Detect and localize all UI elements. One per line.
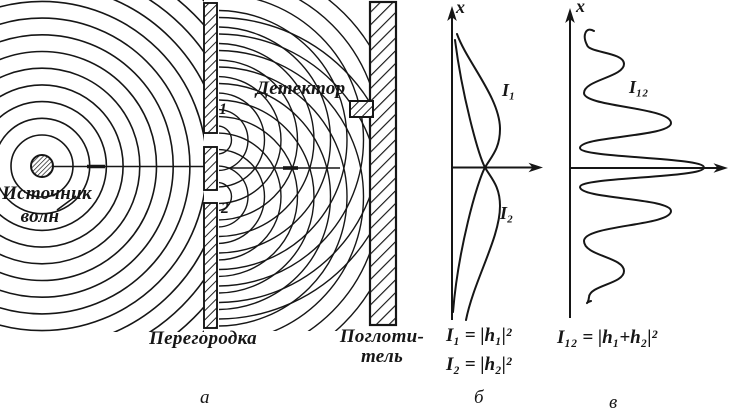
curve-I2 <box>454 39 502 321</box>
barrier-middle-section <box>203 146 218 191</box>
curve-I12-label: I₁₂ <box>629 77 649 97</box>
source-label-line1: Источник <box>2 183 92 204</box>
source-label-leader <box>56 195 77 211</box>
slit-1-number: 1 <box>219 101 227 118</box>
formula-I1: I₁ = |h₁|² <box>446 325 512 346</box>
source-label-line2: волн <box>20 206 60 227</box>
detector <box>349 100 374 118</box>
absorber-label-line1: Поглоти- <box>339 326 425 347</box>
panel-b-letter: б <box>474 387 484 408</box>
arrowhead-up-b <box>447 6 457 21</box>
slit2-wavelets <box>219 16 369 331</box>
detector-label: Детектор <box>256 78 346 99</box>
formula-I2: I₂ = |h₂|² <box>446 354 512 375</box>
panel-b-axes <box>447 6 543 320</box>
absorber-wall <box>368 0 398 327</box>
barrier <box>203 2 218 329</box>
formula-I12: I₁₂ = |h₁+h₂|² <box>557 327 658 348</box>
curve-I12 <box>578 28 706 305</box>
arrowhead-right-c <box>713 163 728 173</box>
panel-c-x-axis-label: x <box>576 0 585 16</box>
curve-I2-label: I₂ <box>500 203 514 223</box>
absorber-label-line2: тель <box>360 346 404 367</box>
slit1-wavelets <box>219 0 369 320</box>
barrier-label: Перегородка <box>149 328 257 349</box>
arrowhead-right-b <box>528 162 543 173</box>
curve-I1 <box>452 33 502 313</box>
panel-b-x-axis-label: x <box>456 0 465 17</box>
panel-c-axes <box>565 8 728 318</box>
arrowhead-up-c <box>565 8 575 23</box>
wave-source <box>30 154 54 178</box>
curve-I1-label: I₁ <box>502 80 516 100</box>
panel-a-letter: а <box>200 387 210 408</box>
panel-c-letter: в <box>609 392 618 413</box>
barrier-bottom-section <box>203 202 218 329</box>
barrier-top-section <box>203 2 218 134</box>
slit-2-number: 2 <box>221 200 229 217</box>
